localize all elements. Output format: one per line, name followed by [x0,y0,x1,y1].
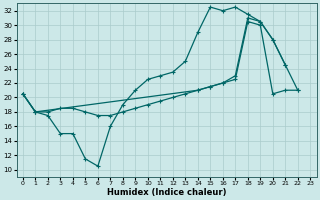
X-axis label: Humidex (Indice chaleur): Humidex (Indice chaleur) [107,188,226,197]
